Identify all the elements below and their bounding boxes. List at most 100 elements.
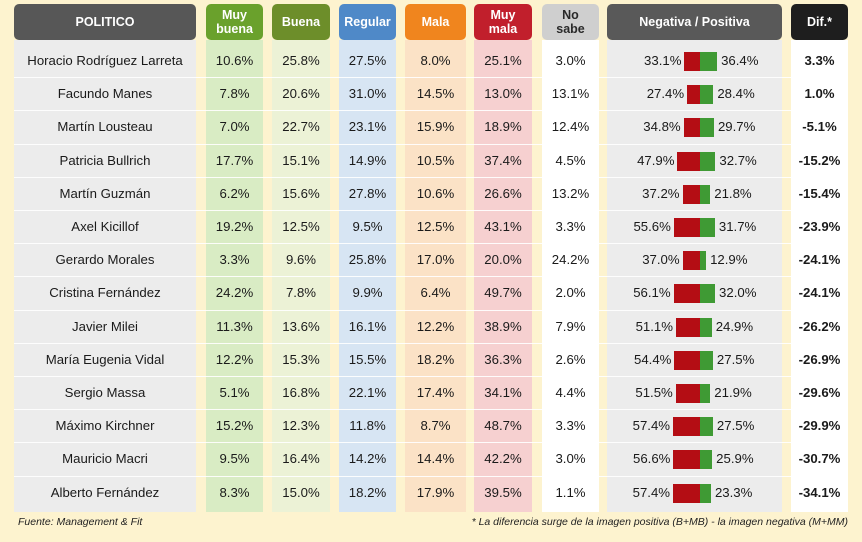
cell-no-sabe: 7.9% (555, 319, 586, 334)
cell-regular: 11.8% (349, 418, 386, 433)
cell-no-sabe: 4.4% (555, 385, 586, 400)
cell-muy-mala: 34.1% (484, 385, 522, 400)
cell-mala: 10.5% (416, 153, 455, 168)
positive-label: 31.7% (718, 219, 757, 234)
cell-regular: 9.5% (352, 219, 383, 234)
positive-bar (700, 384, 711, 403)
positive-label: 27.5% (716, 418, 755, 433)
positive-bar (700, 52, 718, 71)
cell-muy-mala: 49.7% (484, 285, 522, 300)
cell-mala: 12.2% (416, 319, 455, 334)
difference-value: -15.4% (798, 186, 841, 201)
cell-mala: 14.5% (416, 86, 455, 101)
cell-no-sabe: 13.2% (551, 186, 590, 201)
cell-mala: 8.0% (420, 53, 451, 68)
cell-no-sabe: 2.6% (555, 352, 586, 367)
positive-bar (700, 484, 711, 503)
cell-muy-buena: 10.6% (215, 53, 254, 68)
cell-mala: 14.4% (416, 451, 455, 466)
politician-name: Alberto Fernández (50, 485, 160, 500)
cell-regular: 25.8% (348, 252, 387, 267)
header-politico: POLITICO (14, 4, 196, 40)
cell-buena: 12.3% (282, 418, 320, 433)
header-buena: Buena (272, 4, 330, 40)
difference-value: -15.2% (798, 153, 841, 168)
negative-bar (674, 351, 700, 370)
cell-buena: 7.8% (285, 285, 317, 300)
cell-buena: 15.3% (282, 352, 320, 367)
positive-label: 21.8% (714, 186, 752, 201)
row-divider (14, 77, 848, 78)
cell-buena: 16.4% (282, 451, 320, 466)
cell-buena: 22.7% (282, 119, 320, 134)
cell-no-sabe: 3.3% (555, 219, 586, 234)
negative-bar (675, 318, 700, 337)
cell-mala: 15.9% (416, 119, 455, 134)
cell-no-sabe: 4.5% (555, 153, 586, 168)
negative-label: 54.4% (634, 352, 672, 367)
cell-muy-mala: 42.2% (484, 451, 522, 466)
difference-value: -29.6% (798, 385, 841, 400)
cell-no-sabe: 13.1% (551, 86, 590, 101)
cell-regular: 9.9% (352, 285, 383, 300)
negative-bar (673, 417, 700, 436)
negative-bar (673, 218, 700, 237)
politician-name: Facundo Manes (57, 86, 153, 101)
negative-label: 55.6% (633, 219, 671, 234)
cell-buena: 15.6% (282, 186, 320, 201)
negative-bar (675, 384, 700, 403)
cell-mala: 17.0% (416, 252, 455, 267)
cell-regular: 31.0% (348, 86, 387, 101)
politician-name: Martín Guzmán (59, 186, 151, 201)
row-divider (14, 144, 848, 145)
positive-bar (700, 185, 711, 204)
negative-bar (682, 251, 700, 270)
politician-name: María Eugenia Vidal (45, 352, 165, 367)
cell-buena: 15.0% (282, 485, 320, 500)
row-divider (14, 310, 848, 311)
difference-value: 1.0% (804, 86, 835, 101)
difference-value: -29.9% (798, 418, 841, 433)
cell-regular: 23.1% (348, 119, 387, 134)
source-note: Fuente: Management & Fit (18, 516, 143, 528)
positive-bar (700, 450, 713, 469)
positive-bar (700, 284, 716, 303)
footnote: * La diferencia surge de la imagen posit… (471, 516, 848, 528)
row-divider (14, 409, 848, 410)
positive-label: 32.0% (719, 285, 757, 300)
positive-bar (700, 251, 707, 270)
cell-muy-buena: 11.3% (216, 319, 253, 334)
negative-bar (683, 118, 700, 137)
politician-name: Patricia Bullrich (59, 153, 151, 168)
positive-label: 25.9% (716, 451, 754, 466)
cell-regular: 27.8% (348, 186, 387, 201)
header-muy-mala: Muy mala (474, 4, 532, 40)
politician-name: Horacio Rodríguez Larreta (27, 53, 183, 68)
row-divider (14, 210, 848, 211)
negative-label: 51.5% (635, 385, 673, 400)
cell-muy-buena: 9.5% (219, 451, 250, 466)
cell-muy-buena: 19.2% (215, 219, 254, 234)
difference-value: -24.1% (798, 285, 841, 300)
cell-mala: 8.7% (420, 418, 451, 433)
politician-name: Axel Kicillof (71, 219, 139, 234)
negative-label: 27.4% (646, 86, 685, 101)
header-neg-pos: Negativa / Positiva (607, 4, 782, 40)
row-divider (14, 243, 848, 244)
positive-label: 36.4% (721, 53, 759, 68)
difference-value: -5.1% (802, 119, 837, 134)
row-divider (14, 110, 848, 111)
row-divider (14, 476, 848, 477)
row-divider (14, 276, 848, 277)
header-no-sabe: No sabe (542, 4, 599, 40)
cell-buena: 13.6% (282, 319, 320, 334)
cell-mala: 17.9% (416, 485, 455, 500)
cell-muy-buena: 7.0% (219, 119, 250, 134)
cell-muy-buena: 17.7% (215, 153, 254, 168)
politician-name: Cristina Fernández (49, 285, 161, 300)
negative-bar (687, 85, 700, 104)
header-regular: Regular (339, 4, 396, 40)
cell-regular: 16.1% (348, 319, 387, 334)
cell-muy-mala: 43.1% (484, 219, 522, 234)
politician-name: Máximo Kirchner (55, 418, 155, 433)
